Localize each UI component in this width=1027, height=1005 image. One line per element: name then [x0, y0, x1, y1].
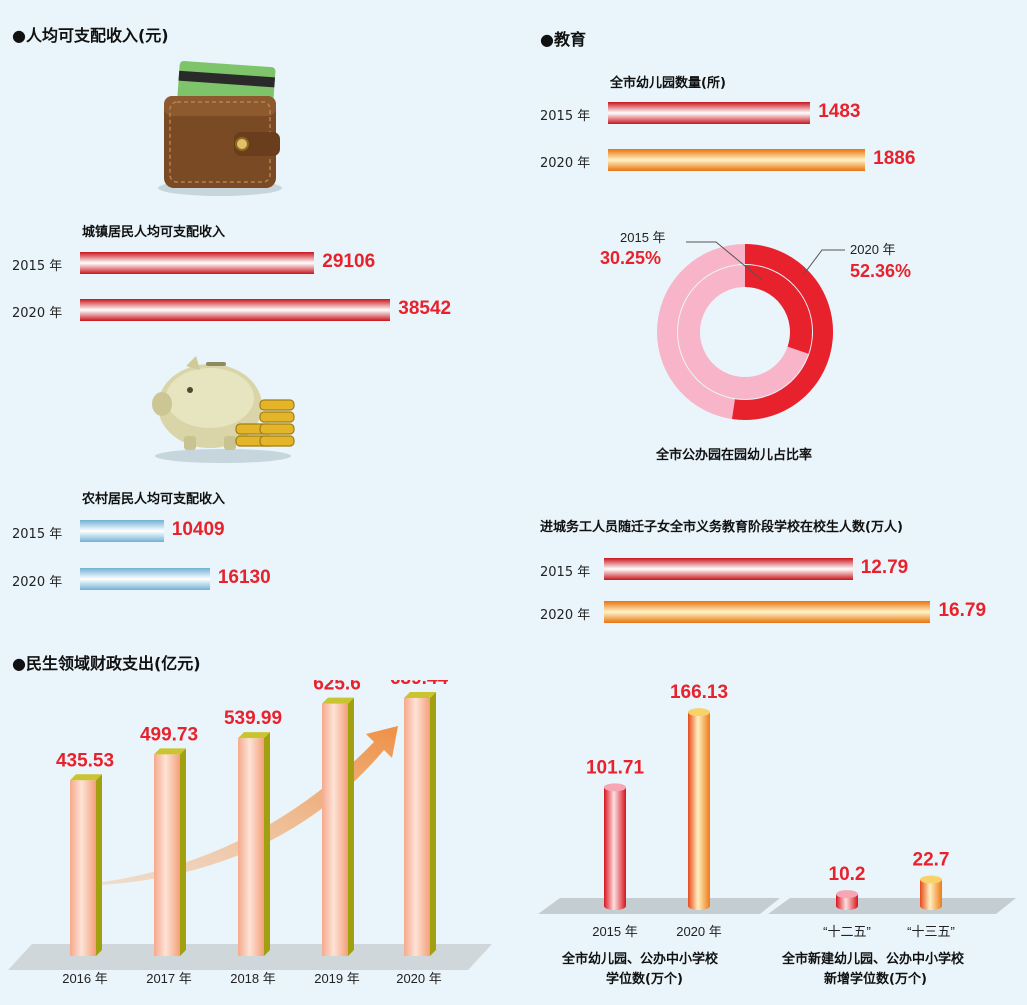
- urban-income-title: 城镇居民人均可支配收入: [82, 225, 226, 240]
- chart-floor: [538, 898, 780, 914]
- spending-category-label: 2020 年: [396, 971, 442, 986]
- seats-left-title-2: 学位数(万个): [606, 972, 683, 987]
- bar: [80, 568, 210, 590]
- seats-bar-top: [836, 890, 858, 899]
- public-kindergarten-donut-chart: 2015 年 30.25% 2020 年 52.36%: [600, 230, 911, 420]
- seats-bar-top: [688, 708, 710, 717]
- seats-category-label: “十二五”: [823, 924, 871, 939]
- spending-bar-top: [322, 697, 354, 704]
- spending-section-title: ●民生领域财政支出(亿元): [12, 654, 201, 673]
- spending-bar-top: [70, 774, 102, 781]
- spending-bar-side: [348, 697, 354, 956]
- spending-category-label: 2019 年: [314, 971, 360, 986]
- bar: [604, 601, 931, 623]
- bar-category-label: 2015 年: [12, 259, 63, 274]
- seats-category-label: 2015 年: [592, 924, 638, 939]
- seats-bar: [604, 787, 626, 906]
- seats-value-label: 10.2: [829, 864, 866, 885]
- seats-bar-base: [604, 902, 626, 910]
- bar: [608, 102, 811, 124]
- spending-value-label: 625.6: [313, 680, 361, 695]
- spending-bar-top: [238, 732, 270, 739]
- bar-category-label: 2020 年: [540, 156, 591, 171]
- seats-value-label: 22.7: [913, 850, 950, 871]
- bar-value-label: 16130: [217, 567, 271, 588]
- donut-year-label: 2020 年: [850, 242, 896, 257]
- bar-category-label: 2015 年: [540, 565, 591, 580]
- donut-value-label: 30.25%: [600, 248, 661, 268]
- bar-value-label: 12.79: [860, 557, 909, 578]
- spending-bar-side: [180, 748, 186, 956]
- spending-bar-side: [96, 774, 102, 956]
- kindergarten-count-title: 全市幼儿园数量(所): [610, 76, 726, 91]
- donut-ring-segment: [744, 265, 812, 354]
- seats-right-title-2: 新增学位数(万个): [824, 972, 927, 987]
- bar: [608, 149, 866, 171]
- spending-value-label: 639.44: [390, 680, 449, 689]
- seats-value-label: 101.71: [586, 757, 645, 778]
- spending-bar: [70, 780, 96, 956]
- spending-bar-top: [154, 748, 186, 755]
- seats-category-label: 2020 年: [676, 924, 722, 939]
- spending-value-label: 435.53: [56, 750, 114, 771]
- seats-category-label: “十三五”: [907, 924, 955, 939]
- bar: [80, 252, 315, 274]
- spending-bar: [154, 754, 180, 956]
- spending-bar: [404, 698, 430, 956]
- bar-value-label: 10409: [171, 519, 225, 540]
- donut-value-label: 52.36%: [850, 261, 911, 281]
- seats-bar: [836, 894, 858, 906]
- seats-bar: [688, 712, 710, 906]
- school-seats-chart: 101.71 2015 年 166.13 2020 年 10.2 “十二五” 22.7 “十三…: [538, 682, 1016, 939]
- seats-bar: [920, 879, 942, 906]
- growth-arrow: [70, 726, 398, 886]
- bar-value-label: 1886: [873, 148, 916, 169]
- seats-bar-base: [836, 902, 858, 910]
- chart-floor: [768, 898, 1016, 914]
- donut-title: 全市公办园在园幼儿占比率: [656, 448, 813, 463]
- leader-line: [803, 249, 845, 275]
- seats-left-title-1: 全市幼儿园、公办中小学校: [562, 952, 719, 967]
- spending-category-label: 2016 年: [62, 971, 108, 986]
- bar-category-label: 2015 年: [540, 109, 591, 124]
- income-section-title: ●人均可支配收入(元): [12, 26, 169, 45]
- donut-year-label: 2015 年: [620, 230, 666, 245]
- rural-income-title: 农村居民人均可支配收入: [82, 492, 226, 507]
- migrant-students-title: 进城务工人员随迁子女全市义务教育阶段学校在校生人数(万人): [540, 520, 903, 535]
- bar-value-label: 29106: [322, 251, 376, 272]
- wallet-icon: [158, 60, 282, 196]
- bar: [604, 558, 853, 580]
- chart-floor: [8, 944, 492, 970]
- spending-category-label: 2017 年: [146, 971, 192, 986]
- seats-bar-top: [920, 875, 942, 884]
- bar-value-label: 1483: [818, 101, 861, 122]
- bar-value-label: 16.79: [938, 600, 987, 621]
- bar: [80, 299, 391, 321]
- spending-bar: [322, 703, 348, 956]
- education-section-title: ●教育: [540, 30, 586, 49]
- spending-category-label: 2018 年: [230, 971, 276, 986]
- bar-category-label: 2020 年: [540, 608, 591, 623]
- bar-category-label: 2015 年: [12, 527, 63, 542]
- leader-line: [686, 241, 763, 281]
- seats-bar-top: [604, 783, 626, 792]
- seats-value-label: 166.13: [670, 682, 728, 703]
- spending-bar-side: [264, 732, 270, 956]
- donut-ring-segment: [732, 244, 834, 420]
- bar-category-label: 2020 年: [12, 306, 63, 321]
- spending-bar: [238, 738, 264, 956]
- piggy-bank-icon: [152, 356, 295, 463]
- bar: [80, 520, 164, 542]
- spending-value-label: 539.99: [224, 708, 282, 729]
- spending-chart: 435.53 2016 年 499.73 2017 年 539.99 2018 年 625.…: [8, 680, 492, 986]
- spending-value-label: 499.73: [140, 724, 198, 745]
- seats-bar-base: [688, 902, 710, 910]
- spending-bar-side: [430, 692, 436, 956]
- spending-bar-top: [404, 692, 436, 698]
- bar-category-label: 2020 年: [12, 575, 63, 590]
- bar-value-label: 38542: [398, 298, 452, 319]
- seats-bar-base: [920, 902, 942, 910]
- seats-right-title-1: 全市新建幼儿园、公办中小学校: [782, 952, 965, 967]
